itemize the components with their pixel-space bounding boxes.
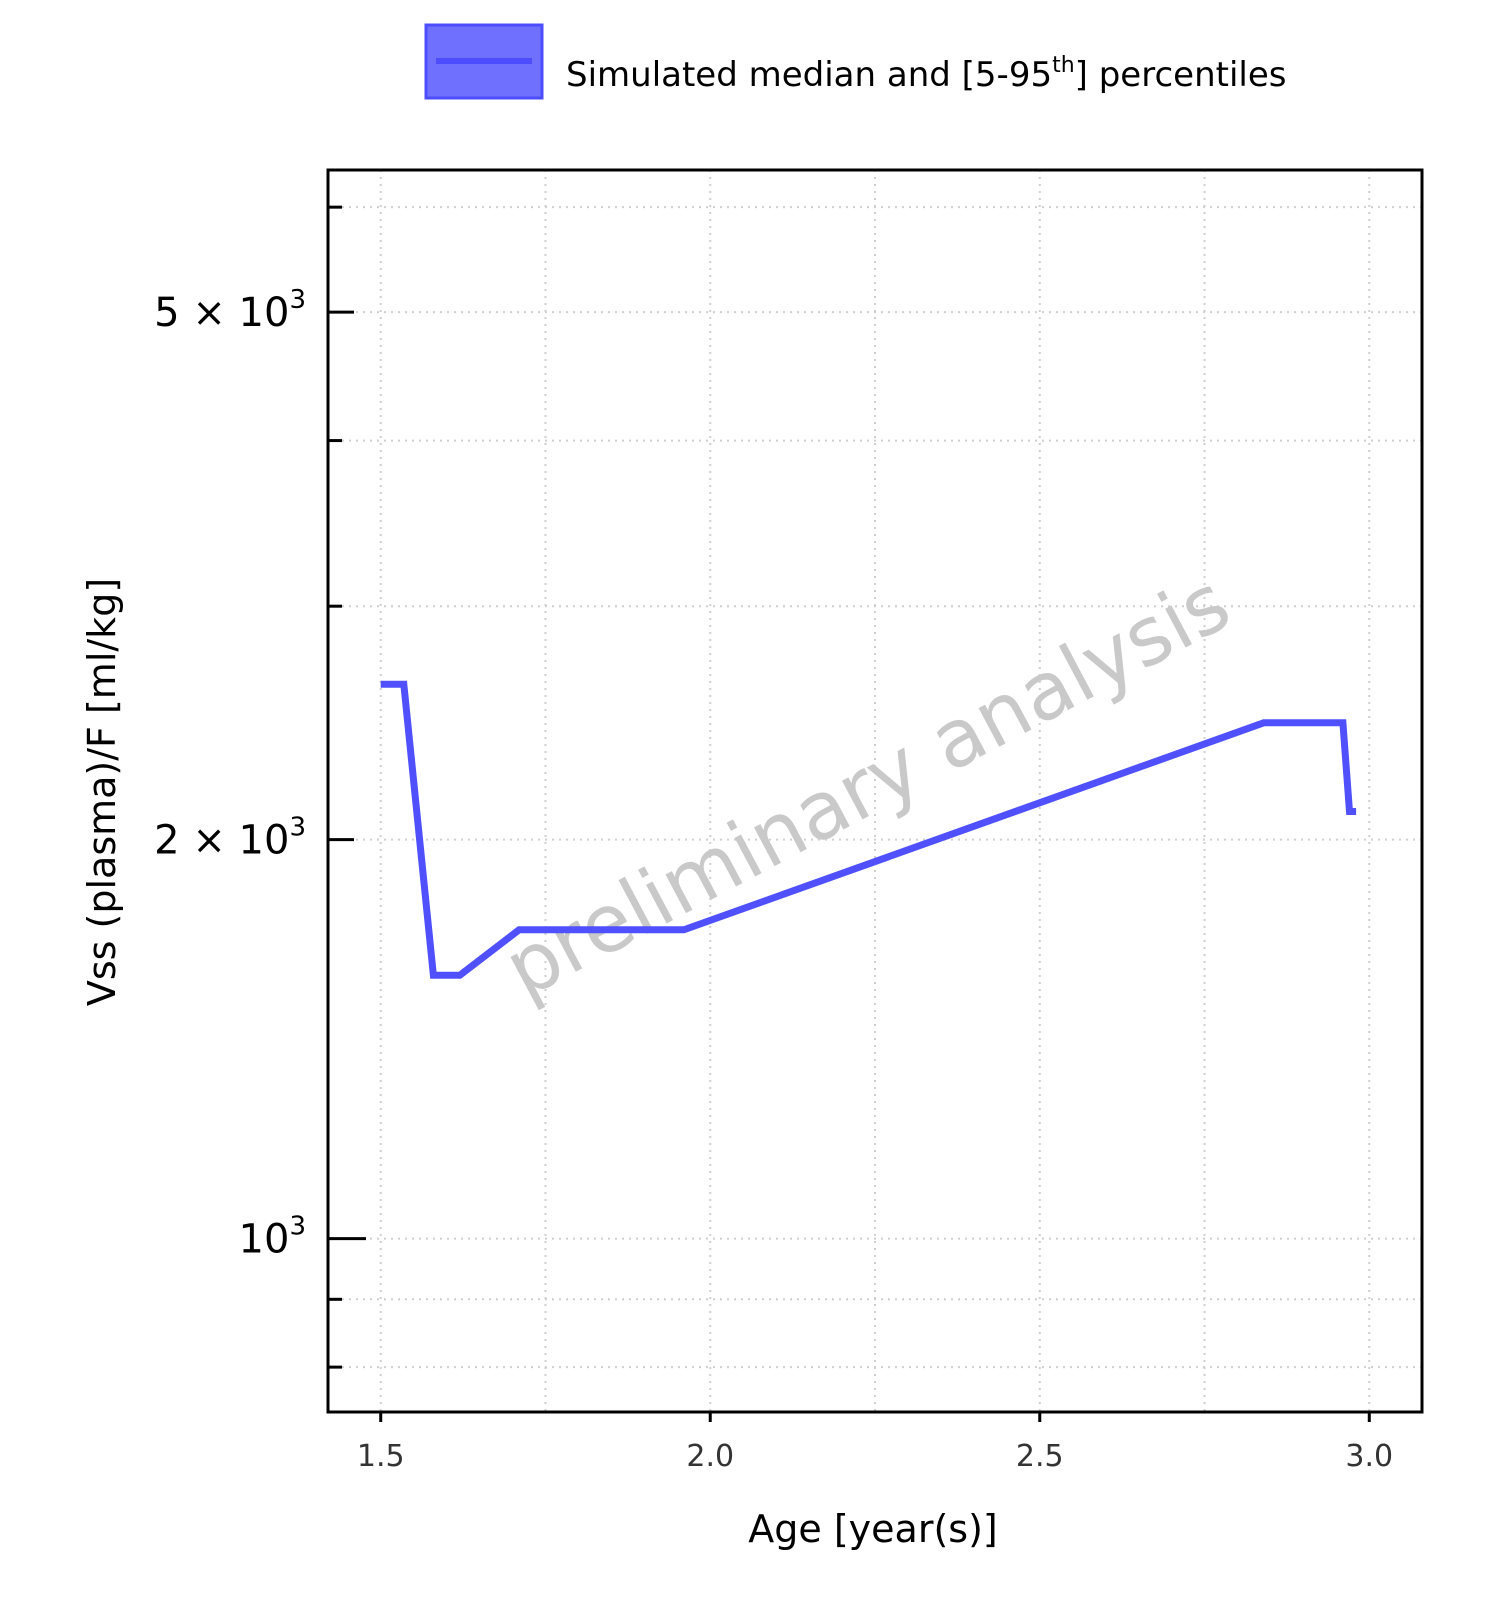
plot-frame (326, 168, 1424, 1414)
y-tick-label: 2 × 103 (154, 813, 306, 864)
y-tick-exponent: 3 (289, 1212, 306, 1242)
series-layer (380, 680, 1357, 979)
legend-label-sup: th (1052, 53, 1075, 78)
y-tick-exponent: 3 (289, 813, 306, 843)
y-tick-exponent: 3 (289, 285, 306, 315)
series-line (380, 680, 1357, 979)
y-tick-label: 5 × 103 (154, 285, 306, 336)
x-tick-label: 2.0 (686, 1439, 734, 1474)
legend-label: Simulated median and [5-95th] percentile… (566, 53, 1286, 95)
legend-label-main: Simulated median and [5-95 (566, 55, 1052, 95)
y-tick-mantissa: 10 (239, 1217, 290, 1263)
legend-label-end: ] percentiles (1075, 55, 1287, 95)
y-axis-title: Vss (plasma)/F [ml/kg] (80, 578, 124, 1006)
grid (328, 170, 1422, 1412)
watermark: preliminary analysis (490, 556, 1244, 1016)
legend: Simulated median and [5-95th] percentile… (424, 23, 1286, 100)
x-axis-title: Age [year(s)] (748, 1507, 997, 1551)
y-tick-mantissa: 5 × 10 (154, 290, 289, 336)
x-tick-label: 3.0 (1345, 1439, 1393, 1474)
x-tick-label: 2.5 (1016, 1439, 1064, 1474)
y-tick-label: 103 (239, 1212, 306, 1263)
x-tick-label: 1.5 (357, 1439, 405, 1474)
y-tick-mantissa: 2 × 10 (154, 818, 289, 864)
axes (326, 168, 1424, 1414)
watermark-layer: preliminary analysis (490, 556, 1244, 1016)
